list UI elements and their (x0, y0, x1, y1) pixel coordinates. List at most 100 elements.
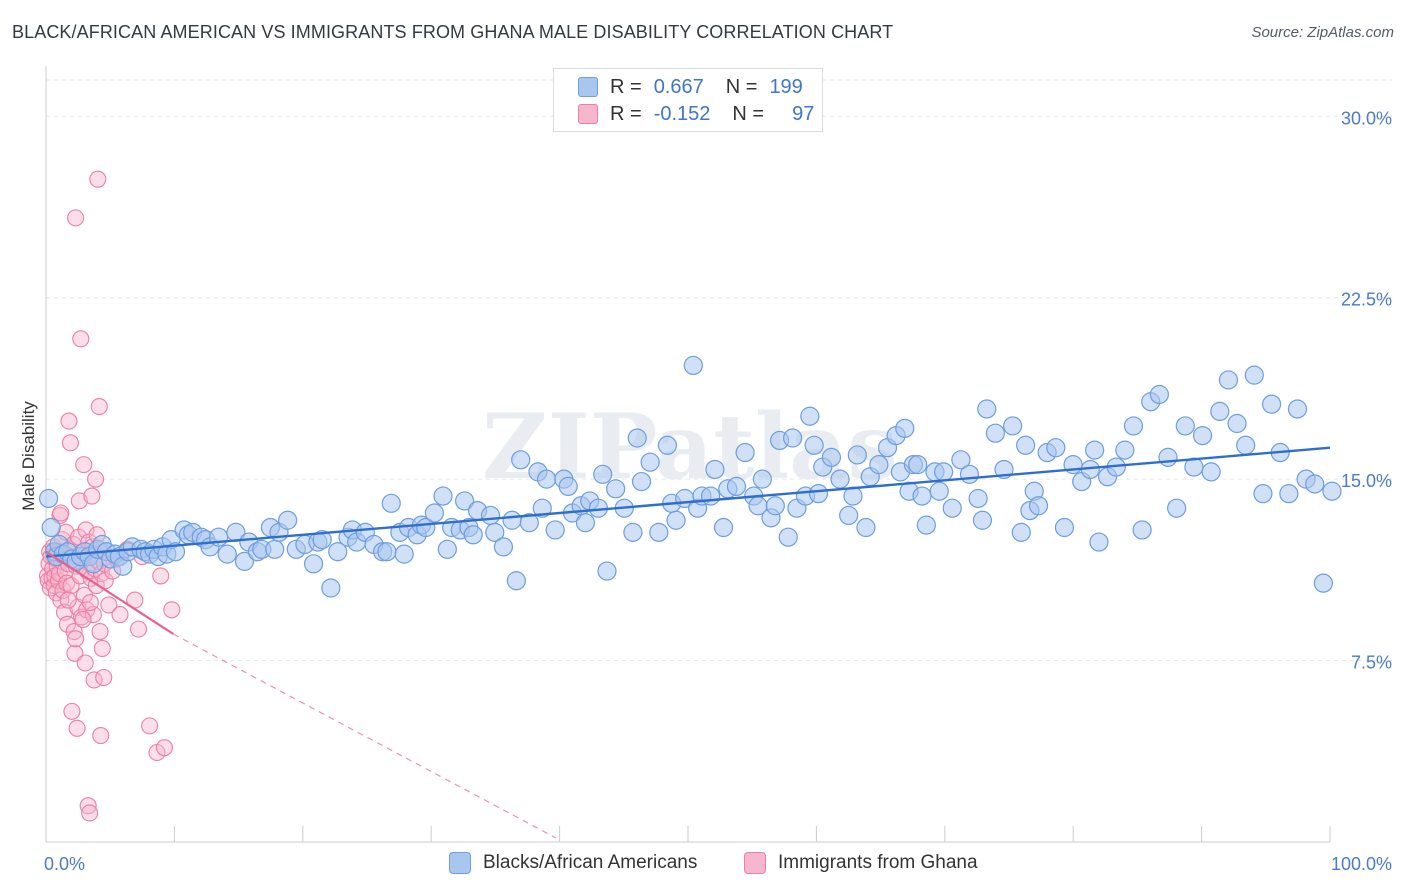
black-data-point (1175, 416, 1195, 436)
blue-swatch-icon (578, 77, 598, 97)
legend-r-label: R = (610, 102, 642, 125)
black-data-point (705, 459, 725, 480)
black-data-point (165, 542, 186, 562)
black-data-point (1236, 435, 1256, 455)
black-data-point (485, 522, 505, 542)
black-data-point (1210, 401, 1230, 422)
black-data-point (916, 515, 936, 535)
black-data-point (977, 399, 997, 419)
black-data-point (1028, 496, 1049, 516)
legend-n-value: 97 (792, 102, 815, 125)
y-tick-label: 22.5% (1341, 290, 1392, 310)
black-data-point (821, 447, 842, 467)
black-data-point (1132, 520, 1152, 540)
black-data-point (726, 476, 747, 496)
ghana-points (38, 170, 181, 822)
black-data-point (519, 513, 539, 533)
black-data-point (433, 486, 453, 506)
y-tick-label: 15.0% (1341, 471, 1392, 491)
black-data-point (454, 491, 475, 511)
ghana-data-point (92, 727, 110, 745)
ghana-data-point (67, 630, 85, 648)
ghana-data-point (95, 668, 113, 687)
black-data-point (649, 522, 669, 542)
black-data-point (808, 484, 829, 504)
black-data-point (934, 462, 954, 482)
series-legend: Blacks/African Americans Immigrants from… (0, 852, 1406, 878)
ghana-data-point (111, 606, 129, 624)
black-data-point (1287, 399, 1308, 419)
black-data-point (493, 537, 514, 557)
black-data-point (1261, 394, 1282, 414)
axes (45, 66, 1331, 843)
black-data-point (506, 571, 526, 591)
x-tick-labels: 0.0% 100.0% (44, 854, 1392, 874)
black-data-point (1227, 413, 1247, 434)
ghana-data-point (58, 574, 76, 592)
ghana-data-point (61, 434, 79, 452)
black-data-point (593, 464, 613, 484)
black-data-point (1167, 498, 1187, 518)
blue-swatch-icon (449, 852, 471, 874)
ghana-data-point (89, 170, 107, 188)
black-data-point (575, 513, 596, 533)
black-data-point (856, 517, 876, 538)
x-tick-label: 0.0% (44, 854, 85, 874)
ghana-data-point (100, 596, 118, 614)
black-data-point (839, 505, 859, 526)
black-data-point (800, 406, 820, 426)
ghana-data-point (68, 719, 86, 737)
ghana-data-point (152, 567, 170, 585)
ghana-data-point (72, 330, 90, 348)
black-data-point (511, 450, 531, 470)
ghana-data-point (155, 739, 173, 757)
legend-row-ghana: R = -0.152 N = 97 (578, 101, 814, 127)
ghana-data-point (59, 591, 77, 609)
black-data-point (700, 486, 721, 506)
black-data-point (303, 554, 324, 574)
black-data-point (713, 517, 734, 538)
black-data-point (381, 493, 401, 513)
black-data-point (778, 527, 798, 547)
black-data-point (1149, 384, 1169, 405)
black-data-point (1115, 440, 1135, 460)
black-data-point (1305, 474, 1325, 494)
black-data-point (312, 530, 332, 550)
black-data-point (627, 428, 647, 448)
black-data-point (782, 428, 803, 448)
legend-item-ghana: Immigrants from Ghana (744, 852, 978, 874)
black-data-point (1085, 440, 1105, 460)
ghana-data-point (65, 622, 83, 641)
black-data-point (394, 544, 414, 564)
black-data-point (752, 469, 772, 489)
black-data-point (265, 539, 285, 559)
y-tick-label: 7.5% (1351, 653, 1392, 673)
y-tick-label: 30.0% (1341, 108, 1392, 128)
black-data-point (1054, 517, 1075, 538)
black-data-point (623, 522, 643, 542)
ghana-data-point (70, 492, 88, 510)
black-data-point (597, 561, 617, 581)
black-data-point (377, 542, 397, 562)
ghana-data-point (81, 804, 99, 822)
ghana-data-point (93, 639, 111, 658)
ghana-data-point (129, 620, 148, 638)
black-data-point (1218, 370, 1239, 390)
black-data-point (968, 488, 988, 509)
black-data-point (1016, 435, 1036, 455)
legend-item-label: Blacks/African Americans (483, 852, 698, 873)
black-data-point (532, 498, 552, 518)
pink-swatch-icon (744, 852, 766, 874)
black-data-point (735, 442, 755, 463)
ghana-data-point (91, 622, 109, 641)
grid-lines (46, 79, 1392, 662)
black-data-point (804, 435, 824, 455)
chart-title: BLACK/AFRICAN AMERICAN VS IMMIGRANTS FRO… (12, 22, 894, 42)
black-data-point (631, 471, 652, 492)
ghana-trend-line (45, 550, 174, 635)
black-data-point (929, 481, 949, 501)
black-data-point (1158, 447, 1178, 467)
black-data-point (480, 505, 501, 526)
black-data-point (895, 418, 915, 438)
black-data-point (1011, 522, 1031, 542)
